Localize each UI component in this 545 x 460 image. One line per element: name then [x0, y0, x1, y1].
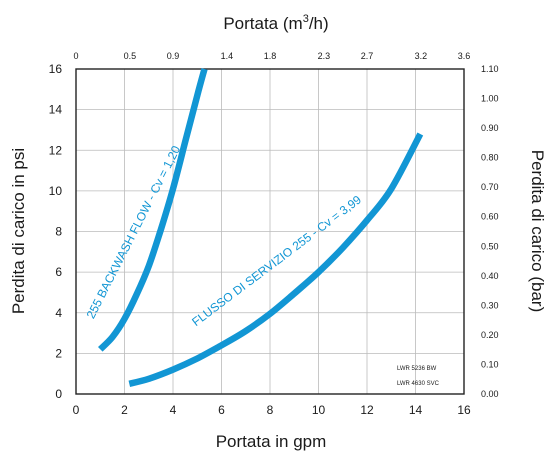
top-tick-label: 2.3: [318, 51, 331, 61]
right-tick-label: 1.00: [481, 94, 499, 104]
x-tick-label: 0: [73, 403, 80, 417]
right-tick-label: 0.40: [481, 271, 499, 281]
right-tick-label: 0.10: [481, 359, 499, 369]
y-tick-label: 8: [55, 225, 62, 239]
y-tick-label: 6: [55, 265, 62, 279]
reference-note-svc: LWR 4630 SVC: [397, 381, 440, 387]
x2-axis-title-tail: /h): [309, 14, 329, 33]
y-tick-label: 4: [55, 306, 62, 320]
right-tick-label: 0.60: [481, 212, 499, 222]
x-tick-label: 16: [457, 403, 471, 417]
x-tick-label: 4: [170, 403, 177, 417]
plot-frame: [75, 68, 465, 395]
right-tick-label: 0.90: [481, 123, 499, 133]
right-tick-label: 0.70: [481, 182, 499, 192]
y-axis-title: Perdita di carico in psi: [9, 148, 28, 314]
right-tick-label: 1.10: [481, 64, 499, 74]
x-tick-label: 12: [360, 403, 374, 417]
top-tick-label: 1.4: [221, 51, 234, 61]
backwash-flow-curve: [98, 68, 208, 352]
y-tick-label: 14: [49, 103, 63, 117]
x-tick-label: 2: [121, 403, 128, 417]
top-tick-label: 0.5: [124, 51, 137, 61]
right-tick-label: 0.20: [481, 330, 499, 340]
x-tick-label: 6: [218, 403, 225, 417]
y-tick-label: 0: [55, 387, 62, 401]
y-tick-label: 2: [55, 346, 62, 360]
x2-axis-title-main: Portata (m: [223, 14, 302, 33]
tick-layer: 0 2 4 6 8 10 12 14 16 0 2 4 6 8 10 12 14 16 0 0.5 0.9 1.4 1.8 2…: [49, 51, 499, 417]
y-tick-label: 12: [49, 143, 63, 157]
y-tick-label: 16: [49, 62, 63, 76]
x-tick-label: 8: [267, 403, 274, 417]
x-tick-label: 10: [312, 403, 326, 417]
x-tick-label: 14: [409, 403, 423, 417]
y2-axis-title: Perdita di carico (bar): [528, 150, 545, 313]
top-tick-label: 0: [73, 51, 78, 61]
x2-axis-title: Portata (m3/h): [223, 13, 328, 33]
x-axis-title: Portata in gpm: [216, 432, 327, 451]
top-tick-label: 0.9: [167, 51, 180, 61]
right-tick-label: 0.80: [481, 153, 499, 163]
service-flow-curve: [128, 132, 424, 387]
right-tick-label: 0.50: [481, 241, 499, 251]
right-tick-label: 0.00: [481, 389, 499, 399]
top-tick-label: 3.6: [458, 51, 471, 61]
x2-axis-title-sup: 3: [303, 13, 309, 25]
right-tick-label: 0.30: [481, 300, 499, 310]
series-layer: [98, 68, 424, 387]
reference-note-bw: LWR 5236 BW: [397, 366, 437, 372]
top-tick-label: 2.7: [361, 51, 374, 61]
y-tick-label: 10: [49, 184, 63, 198]
top-tick-label: 1.8: [264, 51, 277, 61]
top-tick-label: 3.2: [415, 51, 428, 61]
grid-layer: [76, 69, 464, 394]
